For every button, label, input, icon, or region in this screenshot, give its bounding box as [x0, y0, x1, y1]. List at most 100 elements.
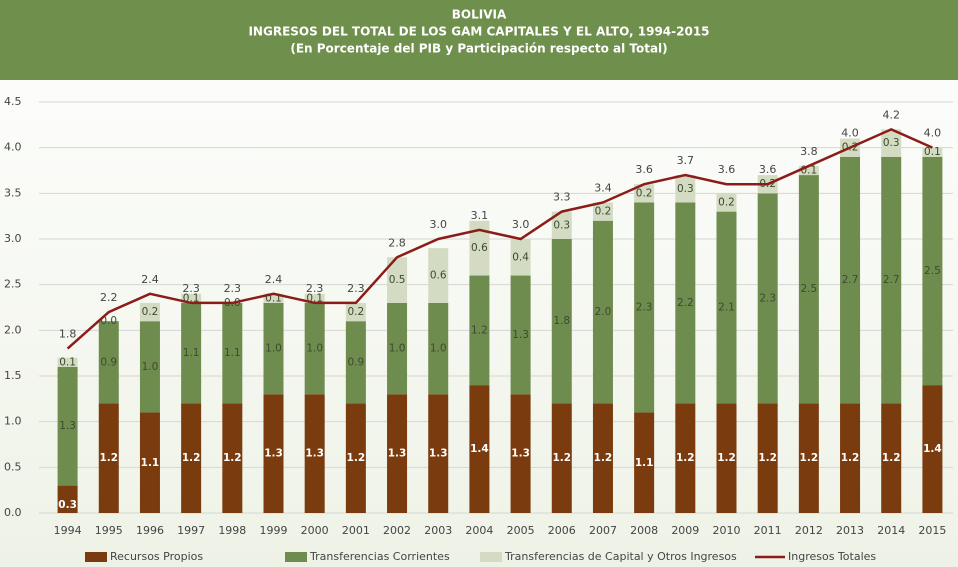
bar-segment: [139, 412, 160, 513]
chart-title: BOLIVIA: [452, 8, 507, 22]
bar-segment: [510, 394, 531, 513]
data-label: 1.3: [512, 329, 529, 341]
data-label: 1.2: [800, 452, 819, 464]
y-tick-label: 3.5: [4, 186, 22, 199]
x-tick-label: 2014: [877, 524, 905, 537]
x-tick-label: 1995: [95, 524, 123, 537]
data-label: 0.2: [348, 306, 365, 318]
x-tick-label: 2008: [630, 524, 658, 537]
bar-segment: [881, 129, 902, 157]
bar-segment: [139, 321, 160, 413]
y-tick-label: 1.5: [4, 369, 22, 382]
legend-label: Transferencias de Capital y Otros Ingres…: [504, 550, 737, 563]
data-label: 1.2: [841, 452, 860, 464]
data-label: 2.7: [883, 274, 900, 286]
bar-segment: [922, 385, 943, 513]
bar-segment: [716, 403, 737, 513]
bar-segment: [716, 193, 737, 212]
data-label: 1.2: [552, 452, 571, 464]
total-label: 2.2: [100, 291, 118, 304]
data-label: 1.1: [224, 347, 241, 359]
data-label: 0.0: [100, 315, 117, 327]
data-label: 1.8: [553, 315, 570, 327]
x-tick-label: 2004: [465, 524, 493, 537]
y-tick-label: 0.5: [4, 460, 22, 473]
bar-segment: [675, 403, 696, 513]
data-label: 0.1: [59, 356, 76, 368]
bar-segment: [634, 184, 655, 203]
data-label: 0.2: [595, 206, 612, 218]
bar-segment: [181, 293, 202, 303]
y-tick-label: 2.0: [4, 323, 22, 336]
total-label: 2.3: [224, 282, 242, 295]
data-label: 0.6: [430, 270, 447, 282]
data-label: 1.3: [511, 448, 530, 460]
data-label: 0.2: [636, 187, 653, 199]
bar-segment: [716, 211, 737, 404]
x-tick-label: 2000: [301, 524, 329, 537]
total-label: 2.4: [141, 273, 159, 286]
x-tick-label: 2011: [754, 524, 782, 537]
total-label: 3.0: [429, 218, 447, 231]
bar-segment: [57, 485, 78, 513]
y-tick-label: 2.5: [4, 278, 22, 291]
data-label: 1.2: [758, 452, 777, 464]
bar-segment: [387, 257, 408, 303]
data-label: 1.2: [676, 452, 695, 464]
x-tick-label: 1998: [218, 524, 246, 537]
total-label: 3.6: [635, 163, 653, 176]
bar-segment: [222, 403, 243, 513]
legend-label: Ingresos Totales: [788, 550, 876, 563]
bar-segment: [345, 302, 366, 322]
bar-segment: [592, 202, 613, 221]
bar-segment: [798, 403, 819, 513]
bar-segment: [840, 403, 861, 513]
legend-swatch: [85, 552, 107, 562]
total-label: 3.0: [512, 218, 530, 231]
bar-segment: [428, 394, 449, 513]
bar-segment: [551, 211, 572, 239]
data-label: 0.3: [677, 183, 694, 195]
bar-segment: [98, 403, 119, 513]
bar-segment: [634, 202, 655, 413]
bar-segment: [634, 412, 655, 513]
total-label: 3.6: [759, 163, 777, 176]
data-label: 1.2: [882, 452, 901, 464]
total-label: 4.0: [841, 127, 859, 140]
data-label: 1.1: [635, 457, 654, 469]
total-line: [66, 128, 933, 350]
y-tick-label: 4.0: [4, 141, 22, 154]
data-label: 1.0: [389, 343, 406, 355]
data-label: 1.4: [923, 443, 942, 455]
data-label: 0.2: [718, 196, 735, 208]
bar-segment: [551, 239, 572, 404]
total-label: 3.8: [800, 145, 818, 158]
x-tick-label: 2009: [671, 524, 699, 537]
data-label: 0.3: [883, 137, 900, 149]
x-tick-label: 2015: [918, 524, 946, 537]
bar-segment: [222, 302, 243, 404]
total-label: 2.3: [182, 282, 200, 295]
total-label: 1.8: [59, 328, 77, 341]
bar-segment: [922, 156, 943, 386]
data-label: 1.0: [265, 343, 282, 355]
data-label: 1.2: [182, 452, 201, 464]
data-label: 1.3: [305, 448, 324, 460]
bar-segment: [387, 302, 408, 395]
bar-segment: [57, 366, 78, 486]
bar-segment: [428, 248, 449, 303]
total-label: 3.1: [471, 209, 489, 222]
bar-segment: [304, 293, 325, 303]
x-tick-label: 1994: [54, 524, 82, 537]
bar-segment: [840, 156, 861, 404]
bar-segment: [922, 147, 943, 157]
x-tick-label: 2007: [589, 524, 617, 537]
bar-segment: [57, 357, 78, 367]
legend-swatch: [285, 552, 307, 562]
bar-segment: [387, 394, 408, 513]
data-label: 1.0: [142, 361, 159, 373]
legend-label: Transferencias Corrientes: [309, 550, 450, 563]
data-label: 2.5: [924, 265, 941, 277]
x-tick-label: 1999: [260, 524, 288, 537]
